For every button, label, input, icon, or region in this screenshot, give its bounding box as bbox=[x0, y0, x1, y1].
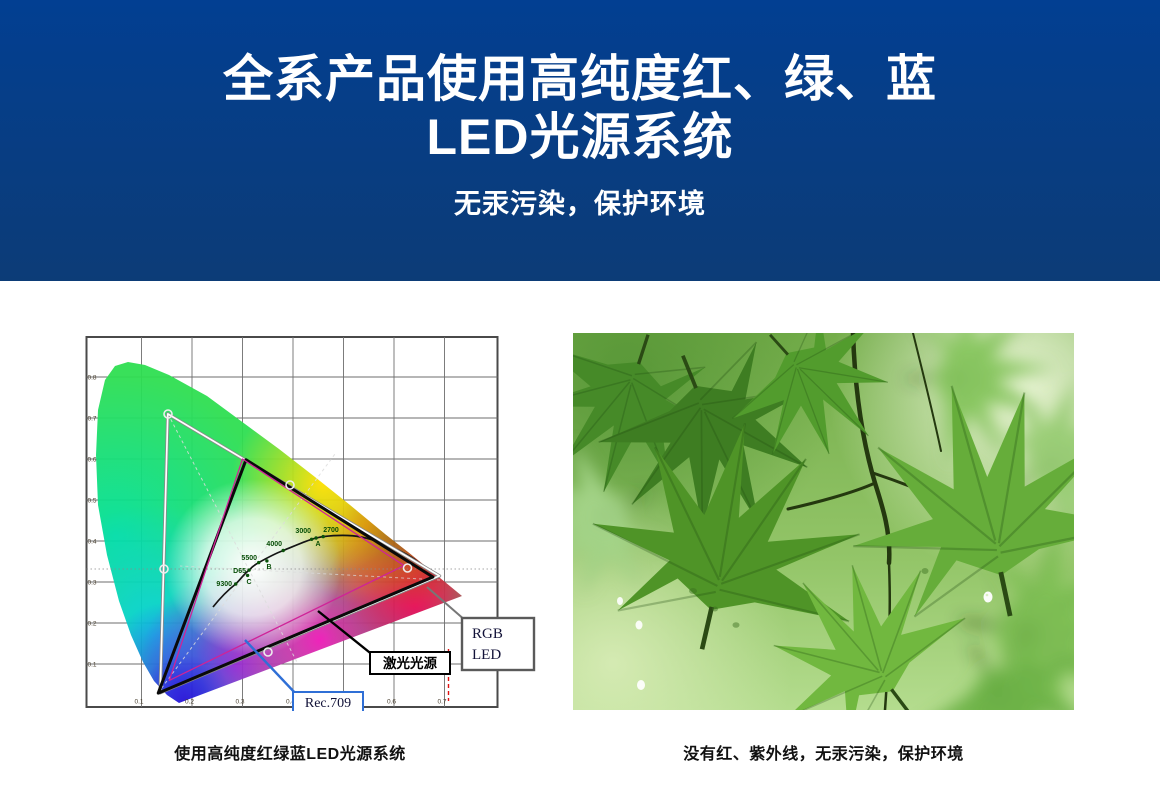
laser-label-text: 激光光源 bbox=[383, 655, 437, 671]
rgb-led-label-line1: RGB bbox=[472, 626, 503, 642]
planckian-locus: 9300 D65 5500 4000 3000 2700 A B C bbox=[212, 527, 422, 608]
blackbody-point-markers bbox=[234, 534, 325, 586]
rec709-label-box: Rec.709 bbox=[292, 691, 364, 711]
x-tick-0.1: 0.1 bbox=[134, 699, 143, 706]
x-tick-0.6: 0.6 bbox=[387, 699, 396, 706]
locus-label-a: A bbox=[315, 541, 320, 548]
header-banner: 全系产品使用高纯度红、绿、蓝 LED光源系统 无汞污染，保护环境 bbox=[0, 0, 1160, 281]
y-tick-0.4: 0.4 bbox=[88, 539, 97, 546]
rgb-led-label-box: RGB LED bbox=[460, 616, 536, 672]
x-tick-0.4: 0.4 bbox=[286, 699, 295, 706]
laser-triangle bbox=[156, 458, 435, 695]
rec709-callout-line bbox=[244, 639, 298, 696]
x-tick-0.2: 0.2 bbox=[185, 699, 194, 706]
locus-label-d65: D65 bbox=[233, 568, 246, 575]
cie-diagram-figure: 9300 D65 5500 4000 3000 2700 A B C bbox=[85, 335, 545, 711]
water-droplets bbox=[617, 568, 993, 690]
y-tick-0.6: 0.6 bbox=[88, 457, 97, 464]
page-subtitle: 无汞污染，保护环境 bbox=[454, 189, 706, 219]
laser-label-box: 激光光源 bbox=[369, 651, 451, 675]
locus-label-3000: 3000 bbox=[295, 528, 311, 535]
y-axis-tick-labels: 0.8 0.7 0.6 0.5 0.4 0.3 0.2 0.1 bbox=[88, 375, 97, 669]
y-tick-0.3: 0.3 bbox=[88, 580, 97, 587]
rec709-triangle bbox=[168, 458, 405, 682]
y-tick-0.2: 0.2 bbox=[88, 621, 97, 628]
green-leaves-photo bbox=[573, 333, 1074, 710]
page-title-line2: LED光源系统 bbox=[426, 109, 734, 165]
locus-label-4000: 4000 bbox=[266, 541, 282, 548]
locus-label-5500: 5500 bbox=[241, 555, 257, 562]
cie-chromaticity-diagram: 9300 D65 5500 4000 3000 2700 A B C bbox=[85, 336, 536, 711]
x-tick-0.3: 0.3 bbox=[235, 699, 244, 706]
locus-label-9300: 9300 bbox=[216, 581, 232, 588]
caption-right: 没有红、紫外线，无汞污染，保护环境 bbox=[683, 746, 964, 763]
x-tick-0.7: 0.7 bbox=[437, 699, 446, 706]
reference-lines bbox=[86, 413, 497, 694]
point-ring-markers bbox=[159, 409, 413, 657]
page-title: 全系产品使用高纯度红、绿、蓝 LED光源系统 bbox=[0, 0, 1160, 166]
page-title-line1: 全系产品使用高纯度红、绿、蓝 bbox=[223, 51, 937, 107]
locus-label-2700: 2700 bbox=[323, 527, 339, 534]
y-tick-0.8: 0.8 bbox=[88, 375, 97, 382]
rec709-label-text: Rec.709 bbox=[305, 696, 351, 711]
y-tick-0.7: 0.7 bbox=[88, 416, 97, 423]
laser-callout-line bbox=[317, 610, 375, 657]
caption-left: 使用高纯度红绿蓝LED光源系统 bbox=[174, 746, 406, 763]
y-tick-0.5: 0.5 bbox=[88, 498, 97, 505]
locus-label-b: B bbox=[266, 564, 271, 571]
leaves-photo-figure bbox=[573, 333, 1074, 710]
locus-label-c: C bbox=[246, 579, 251, 586]
y-tick-0.1: 0.1 bbox=[88, 662, 97, 669]
rgb-led-label-line2: LED bbox=[472, 647, 501, 663]
rgb-led-callout-line bbox=[426, 586, 467, 622]
